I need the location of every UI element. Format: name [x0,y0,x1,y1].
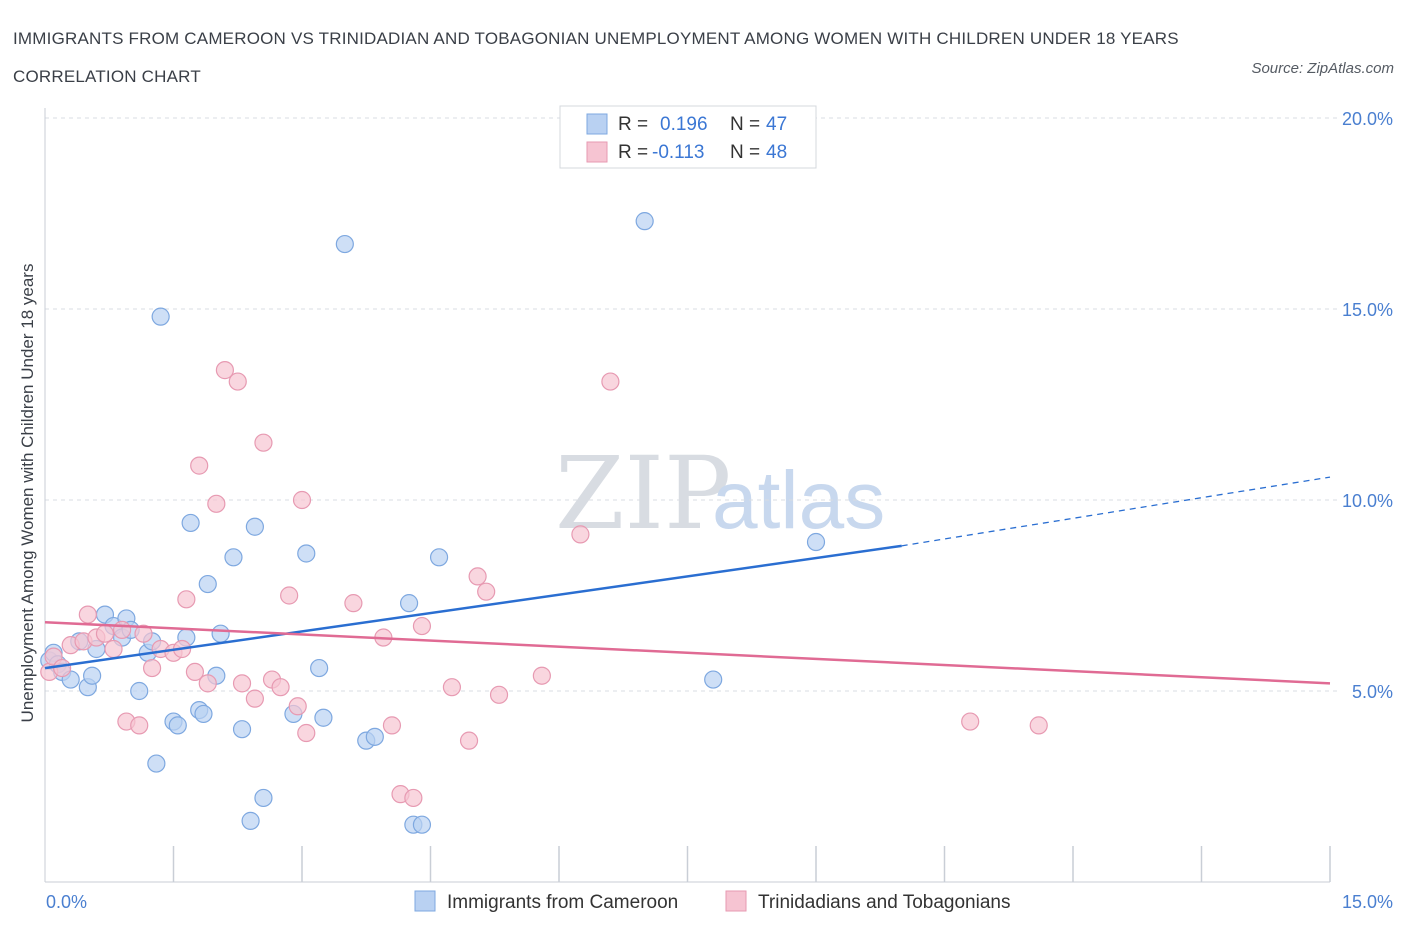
cameroon-point [429,548,449,567]
trinidad-point [53,658,72,678]
axes: 0.0% 15.0% [44,108,1393,912]
trinidad-point [134,624,153,643]
cameroon-point [198,574,217,594]
trinidad-point [104,639,123,659]
cameroon-point [83,666,102,685]
cameroon-trend-line [44,544,902,670]
cameroon-point [412,815,432,834]
cameroon-point [224,548,243,567]
trend-lines [44,476,1331,685]
trinidad-point [571,525,590,544]
trinidad-point [459,731,479,750]
chart-title: IMMIGRANTS FROM CAMEROON VS TRINIDADIAN … [13,29,1179,86]
cameroon-point [147,754,166,773]
legend: R = 0.196 N = 47 R = -0.113 N = 48 [559,105,817,169]
data-points [40,212,1048,834]
cameroon-trend-extension [901,476,1331,547]
legend-r-value-2: -0.113 [652,142,704,163]
trinidad-point [280,586,299,605]
watermark: ZIP atlas [555,435,885,552]
cameroon-point [314,708,333,727]
trinidad-point [961,712,980,731]
cameroon-point [241,811,260,830]
trinidad-point [185,662,205,682]
cameroon-point [806,532,826,552]
y-tick-label: 10.0% [1342,491,1393,511]
cameroon-point [297,544,316,563]
y-axis-title: Unemployment Among Women with Children U… [18,264,37,723]
trinidad-point [404,788,423,808]
legend-r-label-1: R = [618,114,648,135]
trinidad-point [442,678,462,697]
trinidad-point [254,433,273,452]
trinidad-point [177,590,196,609]
trinidad-point [232,674,252,693]
y-tick-label: 15.0% [1342,300,1393,320]
cameroon-point [168,716,187,735]
cameroon-point [635,212,654,231]
trinidad-point [382,716,402,735]
legend-swatch-trinidad [586,141,608,163]
trinidad-point [78,605,97,624]
trinidad-point [288,697,307,716]
trinidad-point [95,624,115,643]
cameroon-point [194,704,213,724]
trinidad-point [215,361,234,380]
trinidad-point [601,372,620,391]
trinidad-point [292,490,312,510]
y-tick-label: 5.0% [1352,682,1393,702]
bottom-legend-swatch-trinidad [725,890,747,912]
legend-swatch-cameroon [586,113,608,135]
trinidad-point [142,658,162,678]
trinidad-point [297,723,316,743]
cameroon-point [181,513,200,533]
trinidad-point [1029,716,1048,735]
trinidad-point [468,567,487,586]
bottom-legend-label-trinidad: Trinidadians and Tobagonians [758,892,1010,913]
cameroon-point [232,720,252,739]
legend-n-label-2: N = [730,142,760,163]
trinidad-point [489,685,509,704]
trinidad-point [190,456,209,475]
bottom-legend: Immigrants from Cameroon Trinidadians an… [414,890,1010,913]
trinidad-point [112,620,132,639]
trinidad-point [207,494,226,513]
cameroon-point [399,594,419,613]
legend-r-label-2: R = [618,142,648,163]
trinidad-point [412,616,432,636]
trinidad-point [245,689,264,708]
trinidad-trend-line [44,620,1331,685]
cameroon-point [310,658,329,678]
cameroon-point [130,681,149,701]
cameroon-point [211,624,230,643]
legend-n-value-1: 47 [766,114,787,135]
y-tick-label: 20.0% [1342,109,1393,129]
grid: 5.0% 10.0% 15.0% 20.0% [45,109,1393,702]
trinidad-point [228,372,247,391]
legend-n-value-2: 48 [766,142,787,163]
trinidad-point [271,678,290,697]
x-tick-label-max: 15.0% [1342,892,1393,912]
cameroon-point [245,517,264,536]
cameroon-point [151,307,170,326]
cameroon-point [704,670,723,689]
bottom-legend-label-cameroon: Immigrants from Cameroon [447,892,678,913]
trinidad-point [477,582,496,601]
trinidad-point [198,674,217,693]
legend-r-value-1: 0.196 [660,114,708,135]
legend-n-label-1: N = [730,114,760,135]
source-label: Source: ZipAtlas.com [1251,60,1394,77]
trinidad-point [532,666,551,685]
cameroon-point [365,727,384,746]
cameroon-point [254,788,273,808]
trinidad-point [130,716,149,735]
trinidad-point [344,594,363,613]
bottom-legend-swatch-cameroon [414,890,436,912]
cameroon-point [335,234,354,254]
x-tick-label-min: 0.0% [46,892,87,912]
